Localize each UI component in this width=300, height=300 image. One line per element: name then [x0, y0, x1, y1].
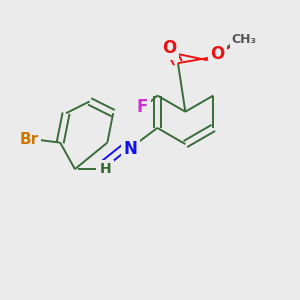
Text: CH₃: CH₃ — [232, 33, 257, 46]
Text: H: H — [100, 162, 112, 176]
Text: O: O — [162, 39, 176, 57]
Text: N: N — [124, 140, 138, 158]
Text: F: F — [137, 98, 148, 116]
Text: O: O — [211, 45, 225, 63]
Text: Br: Br — [20, 132, 39, 147]
